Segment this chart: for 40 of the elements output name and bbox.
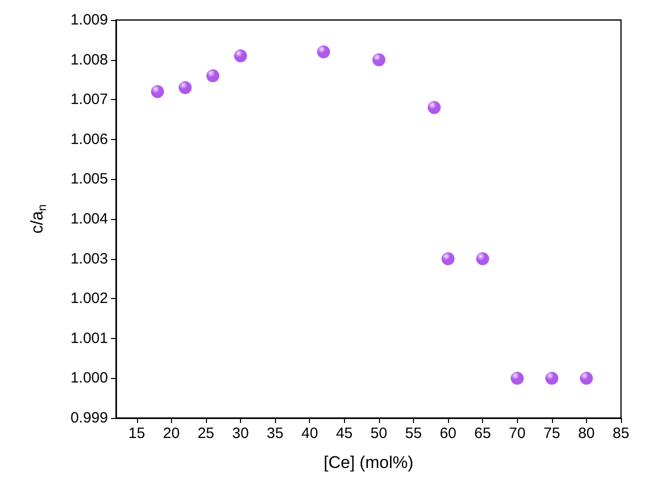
x-tick-label: 50 bbox=[370, 425, 388, 442]
y-tick-label: 1.008 bbox=[70, 51, 108, 68]
y-tick-label: 0.999 bbox=[70, 410, 108, 426]
y-axis-title: c/an bbox=[28, 204, 49, 234]
point bbox=[510, 372, 524, 385]
point bbox=[545, 372, 558, 385]
point bbox=[206, 69, 220, 82]
point bbox=[476, 252, 490, 266]
x-tick-label: 70 bbox=[508, 425, 526, 442]
point bbox=[428, 101, 441, 114]
y-tick-label: 1.006 bbox=[70, 130, 108, 148]
point bbox=[317, 45, 330, 58]
y-tick-label: 1.003 bbox=[70, 250, 108, 268]
x-tick-label: 15 bbox=[128, 425, 146, 442]
point bbox=[442, 252, 455, 266]
y-tick-label: 1.009 bbox=[70, 12, 108, 28]
y-tick-label: 1.002 bbox=[70, 290, 108, 308]
y-tick-label: 1.007 bbox=[70, 91, 108, 108]
y-tick-label: 1.001 bbox=[70, 330, 108, 347]
x-tick-label: 60 bbox=[440, 425, 456, 442]
x-tick-label: 65 bbox=[474, 425, 491, 442]
x-tick-label: 85 bbox=[612, 425, 630, 442]
point bbox=[234, 49, 248, 62]
x-tick-label: 80 bbox=[578, 425, 595, 442]
x-tick-label: 35 bbox=[266, 425, 284, 442]
x-tick-label: 20 bbox=[163, 425, 180, 442]
x-axis-title: [Ce] (mol%) bbox=[324, 453, 414, 472]
x-tick-label: 45 bbox=[336, 425, 353, 442]
point bbox=[580, 372, 593, 385]
x-tick-label: 40 bbox=[301, 425, 318, 442]
x-tick-label: 30 bbox=[232, 425, 249, 442]
x-tick-label: 75 bbox=[543, 425, 560, 442]
y-tick-label: 1.000 bbox=[70, 370, 108, 387]
y-tick-label: 1.005 bbox=[70, 170, 108, 188]
point bbox=[372, 53, 386, 66]
point bbox=[151, 85, 164, 98]
x-tick-label: 55 bbox=[405, 425, 422, 442]
x-tick-label: 25 bbox=[198, 425, 214, 442]
y-tick-label: 1.004 bbox=[70, 210, 108, 228]
point bbox=[178, 81, 192, 94]
